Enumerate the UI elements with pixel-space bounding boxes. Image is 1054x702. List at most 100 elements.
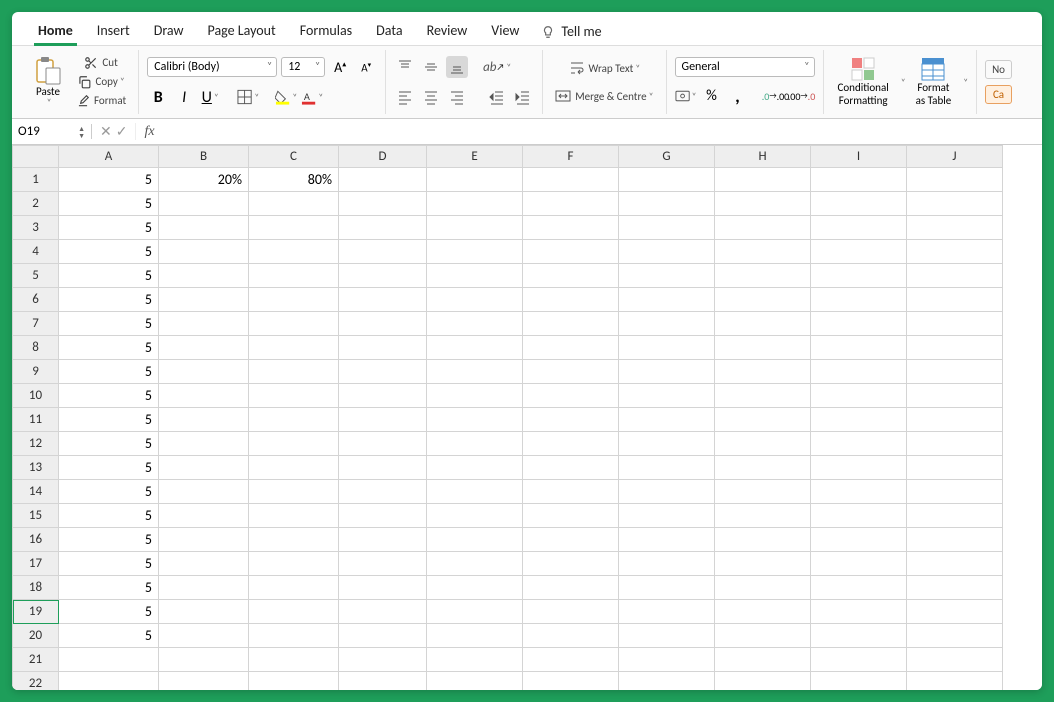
underline-button[interactable]: U˅: [199, 86, 221, 108]
cell[interactable]: [907, 504, 1003, 528]
cell[interactable]: 5: [59, 480, 159, 504]
copy-button[interactable]: Copy˅: [72, 73, 130, 91]
cell[interactable]: [249, 312, 339, 336]
cell[interactable]: 5: [59, 312, 159, 336]
cell[interactable]: [715, 456, 811, 480]
cell[interactable]: 5: [59, 456, 159, 480]
cell[interactable]: [811, 240, 907, 264]
cell[interactable]: 5: [59, 336, 159, 360]
cell[interactable]: [159, 264, 249, 288]
tab-formulas[interactable]: Formulas: [298, 18, 354, 45]
row-header[interactable]: 22: [13, 672, 59, 691]
cell[interactable]: [811, 168, 907, 192]
tab-review[interactable]: Review: [425, 18, 470, 45]
cell[interactable]: [159, 384, 249, 408]
cell[interactable]: 5: [59, 528, 159, 552]
cell[interactable]: [523, 360, 619, 384]
cell[interactable]: [907, 216, 1003, 240]
row-header[interactable]: 1: [13, 168, 59, 192]
cell[interactable]: [715, 264, 811, 288]
column-header[interactable]: H: [715, 146, 811, 168]
cell[interactable]: [811, 360, 907, 384]
row-header[interactable]: 17: [13, 552, 59, 576]
cell[interactable]: 5: [59, 216, 159, 240]
fill-color-button[interactable]: ˅: [275, 86, 297, 108]
row-header[interactable]: 7: [13, 312, 59, 336]
cell[interactable]: [907, 432, 1003, 456]
spreadsheet[interactable]: ABCDEFGHIJ1520%80%2535455565758595105115…: [12, 145, 1042, 690]
cell[interactable]: 5: [59, 384, 159, 408]
cell[interactable]: [619, 312, 715, 336]
cell[interactable]: [523, 312, 619, 336]
row-header[interactable]: 18: [13, 576, 59, 600]
cell[interactable]: [427, 600, 523, 624]
column-header[interactable]: I: [811, 146, 907, 168]
cell[interactable]: [619, 480, 715, 504]
cell[interactable]: [159, 600, 249, 624]
cell[interactable]: 5: [59, 576, 159, 600]
cell[interactable]: [811, 408, 907, 432]
cell[interactable]: [907, 456, 1003, 480]
cell[interactable]: [159, 240, 249, 264]
cell[interactable]: [249, 432, 339, 456]
cell[interactable]: [523, 240, 619, 264]
cell[interactable]: 5: [59, 552, 159, 576]
cell[interactable]: [811, 528, 907, 552]
cell[interactable]: [619, 384, 715, 408]
cell[interactable]: 5: [59, 360, 159, 384]
cell[interactable]: [811, 576, 907, 600]
accounting-button[interactable]: ˅: [675, 85, 697, 107]
cell[interactable]: [249, 648, 339, 672]
cell[interactable]: [159, 216, 249, 240]
cell[interactable]: [523, 576, 619, 600]
cell[interactable]: [427, 384, 523, 408]
row-header[interactable]: 6: [13, 288, 59, 312]
cell[interactable]: [427, 528, 523, 552]
row-header[interactable]: 21: [13, 648, 59, 672]
cell[interactable]: [715, 216, 811, 240]
cell[interactable]: [619, 264, 715, 288]
cell[interactable]: [159, 192, 249, 216]
cell[interactable]: [619, 192, 715, 216]
cell[interactable]: [715, 576, 811, 600]
increase-decimal-button[interactable]: .0→.00: [765, 85, 787, 107]
row-header[interactable]: 4: [13, 240, 59, 264]
cell[interactable]: [249, 624, 339, 648]
cell[interactable]: [523, 600, 619, 624]
cell[interactable]: [523, 672, 619, 691]
cell[interactable]: [159, 576, 249, 600]
cell[interactable]: [619, 624, 715, 648]
cell[interactable]: [339, 552, 427, 576]
cell[interactable]: [811, 264, 907, 288]
increase-font-button[interactable]: A▴: [329, 56, 351, 78]
cell[interactable]: [427, 240, 523, 264]
bold-button[interactable]: B: [147, 86, 169, 108]
cell[interactable]: [715, 504, 811, 528]
cell[interactable]: [427, 432, 523, 456]
comma-button[interactable]: ,: [727, 85, 749, 107]
cell[interactable]: [715, 672, 811, 691]
cell[interactable]: [523, 408, 619, 432]
cell[interactable]: [249, 408, 339, 432]
cell[interactable]: [159, 552, 249, 576]
cell[interactable]: [907, 336, 1003, 360]
cell[interactable]: [715, 168, 811, 192]
cell[interactable]: [339, 528, 427, 552]
cell[interactable]: [715, 432, 811, 456]
cell[interactable]: [523, 552, 619, 576]
cell[interactable]: [249, 576, 339, 600]
cell[interactable]: [427, 648, 523, 672]
cell[interactable]: 5: [59, 408, 159, 432]
align-right-button[interactable]: [446, 86, 468, 108]
cell[interactable]: [907, 168, 1003, 192]
cut-button[interactable]: Cut: [72, 54, 130, 72]
cell[interactable]: [811, 480, 907, 504]
row-header[interactable]: 19: [13, 600, 59, 624]
cell[interactable]: [159, 624, 249, 648]
number-format-select[interactable]: General: [675, 57, 815, 77]
cell[interactable]: [339, 336, 427, 360]
column-header[interactable]: J: [907, 146, 1003, 168]
cell[interactable]: [339, 192, 427, 216]
cell[interactable]: [339, 240, 427, 264]
column-header[interactable]: F: [523, 146, 619, 168]
